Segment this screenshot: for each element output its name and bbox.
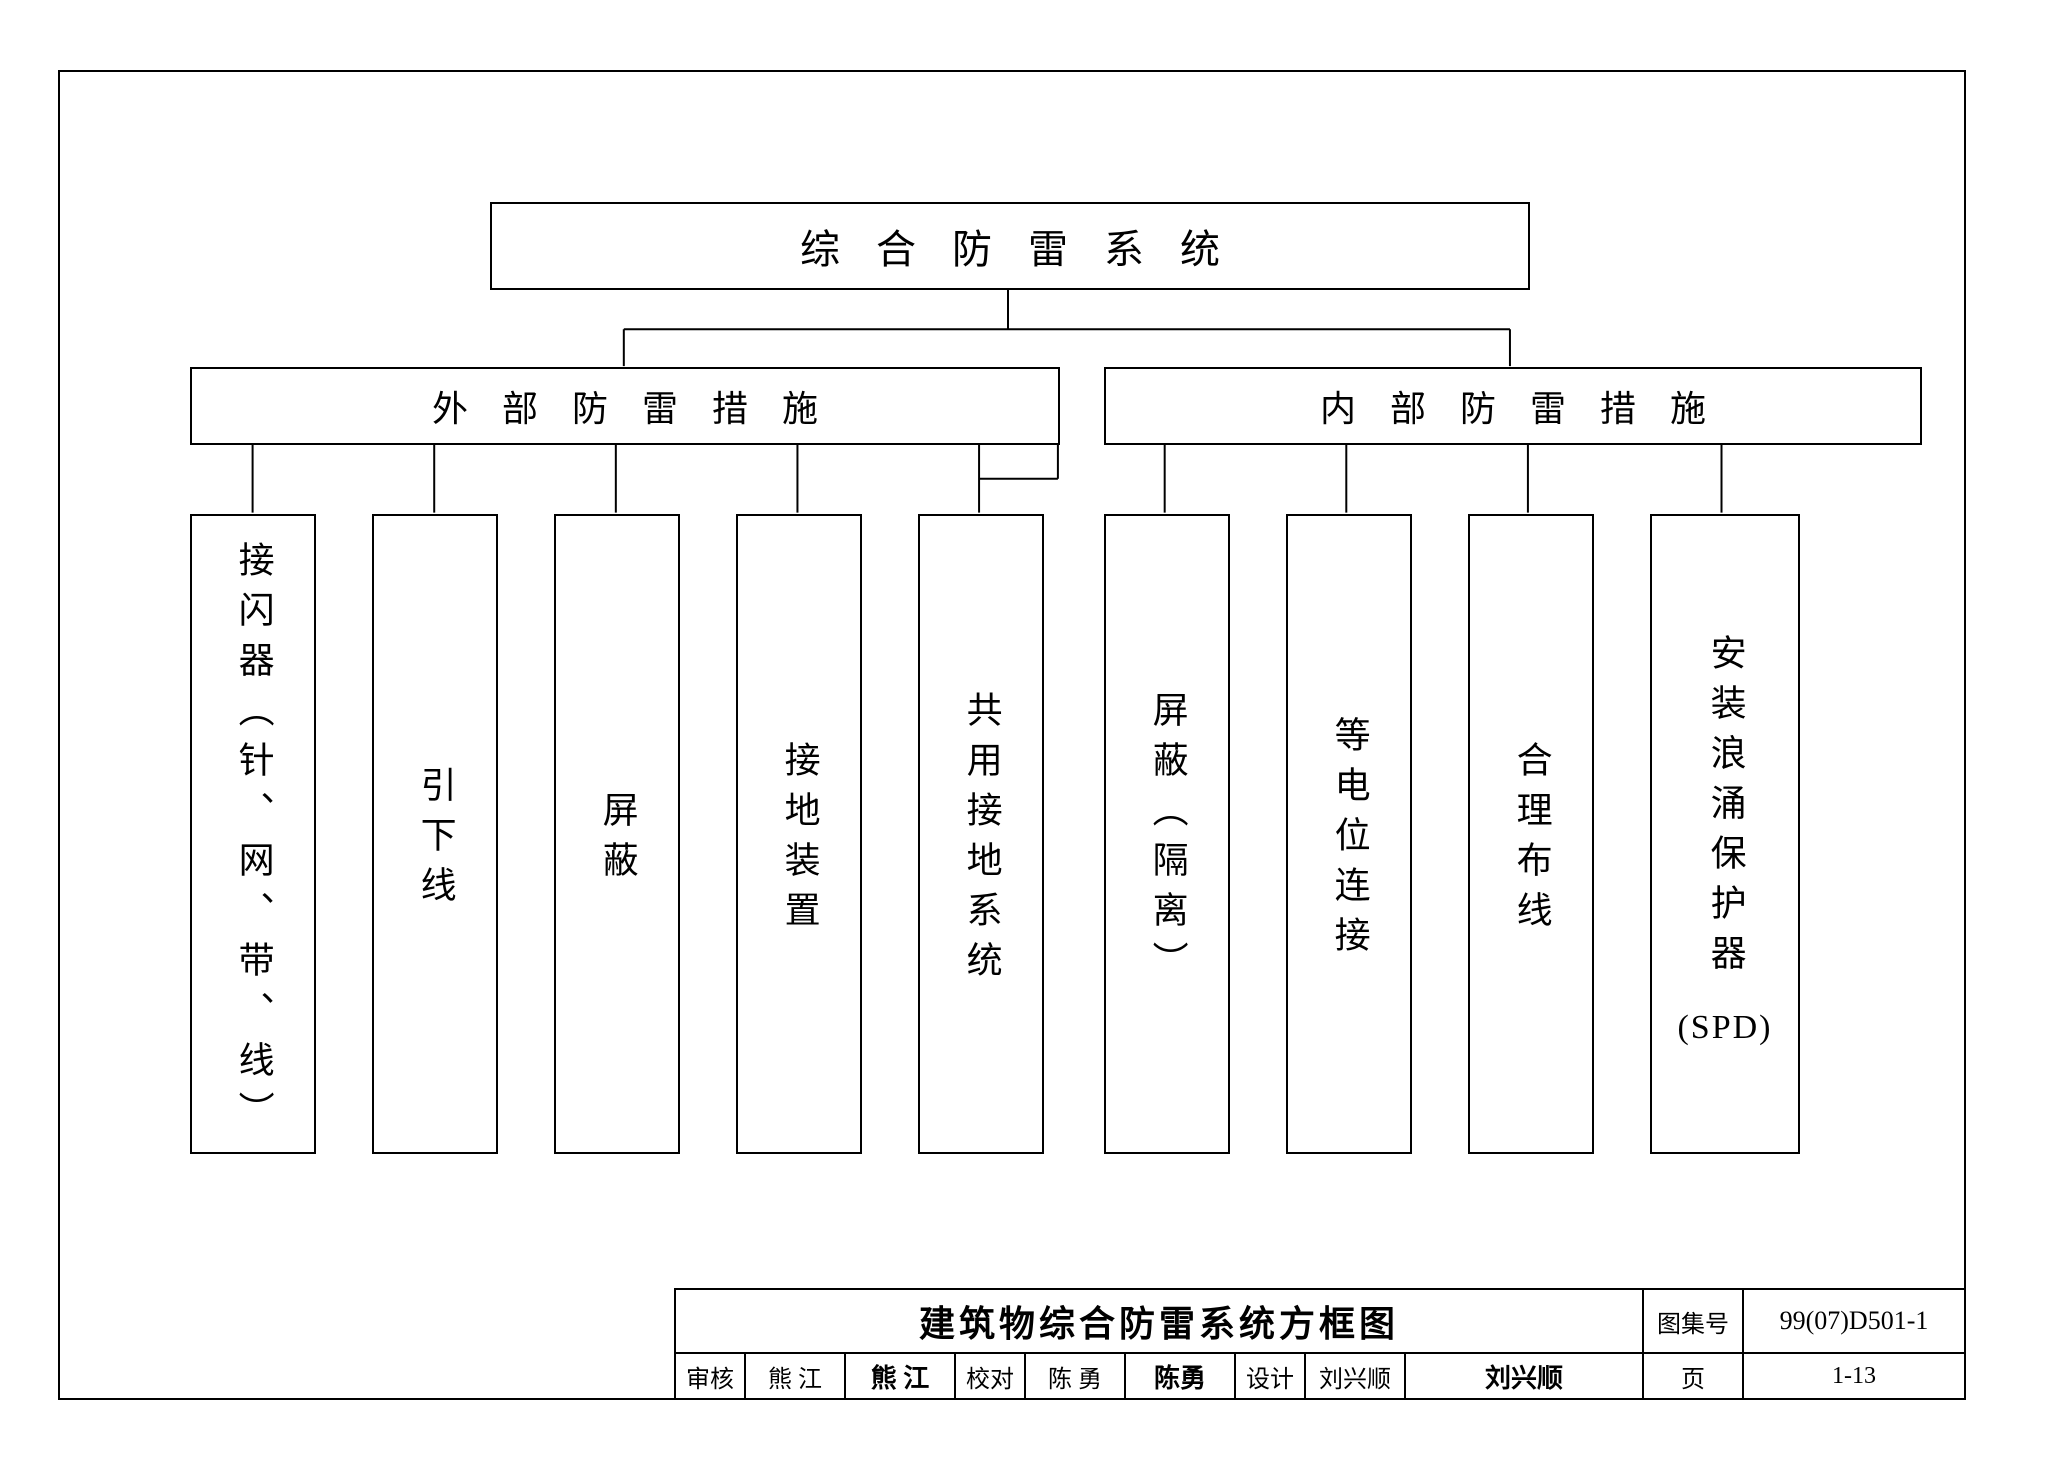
f0-sig: 熊 江	[846, 1354, 956, 1398]
leaf-node: 屏蔽︵隔离︶	[1104, 514, 1230, 1154]
leaf-label: 引下线	[413, 766, 456, 916]
node-root-label: 综合防雷系统	[800, 217, 1256, 275]
f0-value: 熊 江	[746, 1354, 846, 1398]
f2-sig: 刘兴顺	[1406, 1354, 1644, 1398]
set-no-label: 图集号	[1644, 1290, 1744, 1354]
f1-label: 校对	[956, 1354, 1026, 1398]
leaf-label: 接地装置	[777, 741, 820, 941]
node-root: 综合防雷系统	[490, 202, 1530, 290]
leaf-node: 安装浪涌保护器 (SPD)	[1650, 514, 1800, 1154]
leaf-node: 合理布线	[1468, 514, 1594, 1154]
leaf-label: 安装浪涌保护器	[1703, 634, 1746, 984]
leaf-node: 共用接地系统	[918, 514, 1044, 1154]
leaf-label: 共用接地系统	[959, 691, 1002, 991]
node-internal: 内部防雷措施	[1104, 367, 1922, 445]
leaf-node: 引下线	[372, 514, 498, 1154]
drawing-title: 建筑物综合防雷系统方框图	[676, 1290, 1644, 1354]
leaf-label: 接闪器︵针、网、带、线︶	[231, 541, 274, 1141]
leaf-label: 等电位连接	[1327, 716, 1370, 966]
leaf-label-en: (SPD)	[1677, 1008, 1772, 1049]
leaf-node: 接地装置	[736, 514, 862, 1154]
f2-value: 刘兴顺	[1306, 1354, 1406, 1398]
f1-value: 陈 勇	[1026, 1354, 1126, 1398]
leaf-node: 接闪器︵针、网、带、线︶	[190, 514, 316, 1154]
f0-label: 审核	[676, 1354, 746, 1398]
page-label: 页	[1644, 1354, 1744, 1398]
node-internal-label: 内部防雷措施	[1320, 380, 1740, 432]
title-block: 建筑物综合防雷系统方框图 图集号 99(07)D501-1 审核 熊 江 熊 江…	[674, 1288, 1964, 1398]
node-external: 外部防雷措施	[190, 367, 1060, 445]
leaf-node: 等电位连接	[1286, 514, 1412, 1154]
leaf-node: 屏蔽	[554, 514, 680, 1154]
leaf-label: 合理布线	[1509, 741, 1552, 941]
set-no: 99(07)D501-1	[1744, 1290, 1964, 1354]
f2-label: 设计	[1236, 1354, 1306, 1398]
leaf-label: 屏蔽	[595, 791, 638, 891]
leaf-label: 屏蔽︵隔离︶	[1145, 691, 1188, 991]
page-no: 1-13	[1744, 1354, 1964, 1398]
node-external-label: 外部防雷措施	[432, 380, 852, 432]
f1-sig: 陈勇	[1126, 1354, 1236, 1398]
drawing-frame: 综合防雷系统 外部防雷措施 内部防雷措施 接闪器︵针、网、带、线︶ 引下线 屏蔽 接地…	[58, 70, 1966, 1400]
